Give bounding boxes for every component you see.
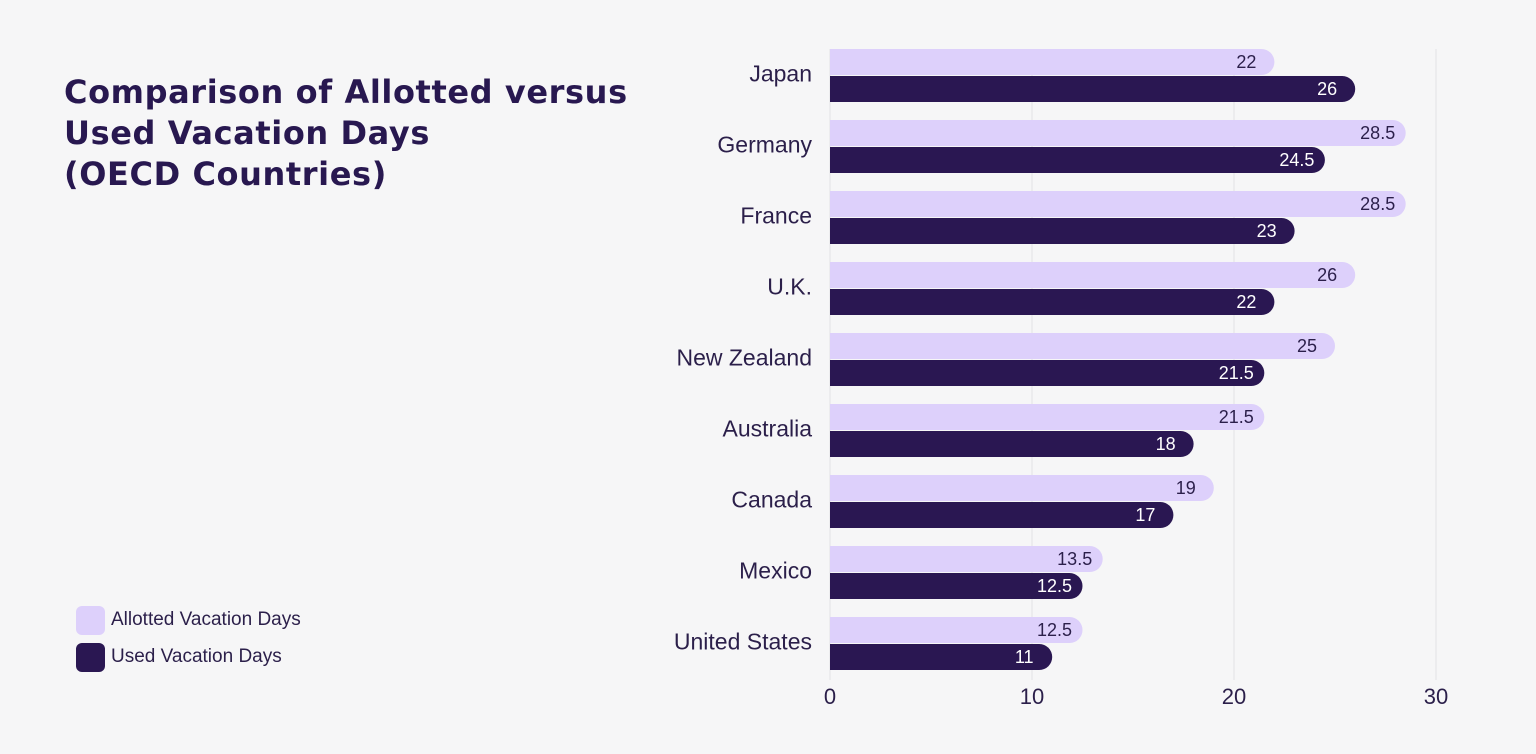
category-label-canada: Canada — [731, 487, 812, 513]
bar-allotted-japan — [830, 49, 1275, 75]
bar-used-australia — [830, 431, 1194, 457]
value-label-used-mexico: 12.5 — [1037, 576, 1072, 596]
category-label-new-zealand: New Zealand — [676, 345, 812, 371]
bar-used-germany — [830, 147, 1325, 173]
value-label-used-new-zealand: 21.5 — [1219, 363, 1254, 383]
value-label-used-australia: 18 — [1156, 434, 1176, 454]
bar-allotted-france — [830, 191, 1406, 217]
value-label-allotted-france: 28.5 — [1360, 194, 1395, 214]
category-label-united-states: United States — [674, 629, 812, 655]
value-label-allotted-germany: 28.5 — [1360, 123, 1395, 143]
x-tick-label-10: 10 — [1020, 684, 1044, 709]
category-label-australia: Australia — [723, 416, 813, 442]
bar-allotted-australia — [830, 404, 1265, 430]
bar-used-japan — [830, 76, 1356, 102]
chart-title-line-2: Used Vacation Days — [64, 114, 431, 152]
legend-label-allotted: Allotted Vacation Days — [111, 609, 301, 630]
legend-item-used: Used Vacation Days — [76, 642, 301, 672]
chart-legend: Allotted Vacation Days Used Vacation Day… — [76, 605, 301, 679]
bar-used-france — [830, 218, 1295, 244]
value-label-allotted-canada: 19 — [1176, 478, 1196, 498]
bar-allotted-mexico — [830, 546, 1103, 572]
x-tick-label-20: 20 — [1222, 684, 1246, 709]
value-label-used-germany: 24.5 — [1279, 150, 1314, 170]
value-label-allotted-new-zealand: 25 — [1297, 336, 1317, 356]
value-label-allotted-u-k: 26 — [1317, 265, 1337, 285]
legend-item-allotted: Allotted Vacation Days — [76, 605, 301, 635]
value-label-used-france: 23 — [1257, 221, 1277, 241]
category-label-japan: Japan — [749, 61, 812, 87]
x-tick-label-0: 0 — [824, 684, 836, 709]
value-label-allotted-united-states: 12.5 — [1037, 620, 1072, 640]
bar-allotted-united-states — [830, 617, 1083, 643]
bar-allotted-canada — [830, 475, 1214, 501]
category-label-u-k: U.K. — [767, 274, 812, 300]
bar-used-mexico — [830, 573, 1083, 599]
legend-label-used: Used Vacation Days — [111, 646, 282, 667]
bar-used-new-zealand — [830, 360, 1265, 386]
category-label-germany: Germany — [717, 132, 812, 158]
value-label-used-canada: 17 — [1135, 505, 1155, 525]
bar-used-canada — [830, 502, 1174, 528]
bar-used-u-k — [830, 289, 1275, 315]
chart-title-line-1: Comparison of Allotted versus — [64, 73, 628, 111]
bar-allotted-new-zealand — [830, 333, 1335, 359]
bar-allotted-germany — [830, 120, 1406, 146]
category-label-france: France — [740, 203, 812, 229]
x-tick-label-30: 30 — [1424, 684, 1448, 709]
category-label-mexico: Mexico — [739, 558, 812, 584]
value-label-used-u-k: 22 — [1236, 292, 1256, 312]
legend-swatch-used — [76, 642, 105, 672]
value-label-used-japan: 26 — [1317, 79, 1337, 99]
chart-title-line-3: (OECD Countries) — [64, 155, 387, 193]
value-label-allotted-australia: 21.5 — [1219, 407, 1254, 427]
value-label-used-united-states: 11 — [1015, 647, 1034, 667]
value-label-allotted-mexico: 13.5 — [1057, 549, 1092, 569]
bar-allotted-u-k — [830, 262, 1356, 288]
legend-swatch-allotted — [76, 605, 105, 635]
value-label-allotted-japan: 22 — [1236, 52, 1256, 72]
bar-used-united-states — [830, 644, 1053, 670]
chart-title: Comparison of Allotted versus Used Vacat… — [64, 72, 664, 195]
